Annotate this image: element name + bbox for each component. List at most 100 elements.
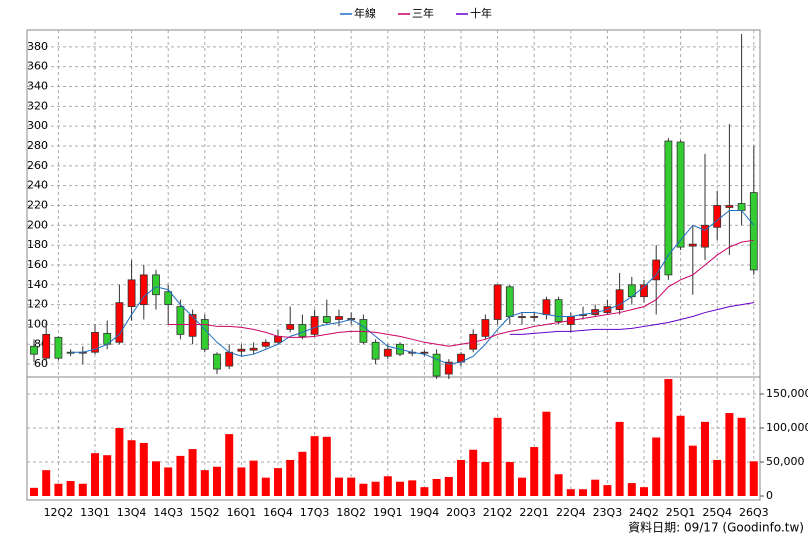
volume-bar [664, 379, 673, 496]
candle-body [127, 279, 136, 308]
candle-body [432, 353, 441, 377]
x-tick-label: 13Q1 [80, 506, 110, 519]
volume-bar [688, 445, 697, 496]
candle-body [322, 316, 331, 323]
y-tick-label: 200 [27, 218, 48, 231]
volume-bar [493, 417, 502, 496]
candle-body [200, 319, 209, 350]
legend-label: 三年 [412, 6, 434, 20]
volume-bar [152, 461, 160, 496]
y-tick-label: 280 [27, 139, 48, 152]
y-tick-label: 240 [27, 179, 48, 192]
candle-body [383, 348, 392, 357]
volume-bar [518, 477, 526, 496]
volume-bar [139, 442, 148, 496]
volume-bar [66, 481, 75, 496]
x-tick-label: 21Q2 [483, 506, 513, 519]
volume-bar [42, 470, 51, 496]
candle-body [249, 347, 258, 351]
volume-bar [274, 468, 282, 496]
candle-body [54, 336, 63, 359]
candle-body [530, 316, 539, 318]
volume-bar [286, 459, 295, 496]
volume-bar [408, 480, 417, 496]
volume-bar [237, 467, 246, 496]
candle-body [30, 345, 38, 355]
volume-bar [469, 449, 478, 496]
volume-bar [591, 479, 600, 496]
volume-bar [359, 483, 368, 496]
volume-bar [505, 462, 514, 496]
volume-bar [310, 436, 319, 496]
volume-bar [200, 470, 209, 496]
y-tick-label: 260 [27, 159, 48, 172]
candle-body [371, 341, 380, 360]
volume-bar [176, 455, 185, 496]
candle-body [444, 361, 453, 375]
candle-body [286, 324, 295, 330]
volume-bar [737, 417, 746, 496]
candle-body [42, 333, 51, 359]
volume-bar [322, 436, 331, 496]
y-tick-label: 140 [27, 278, 48, 291]
x-tick-label: 19Q4 [410, 506, 440, 519]
candle-body [725, 205, 734, 208]
candle-body [176, 306, 185, 335]
candle-body [152, 274, 160, 296]
x-tick-label: 24Q2 [629, 506, 659, 519]
y-tick-label: 160 [27, 258, 48, 271]
y-tick-label: 320 [27, 99, 48, 112]
candle-body [701, 224, 709, 248]
y-tick-label: 220 [27, 198, 48, 211]
x-tick-label: 16Q1 [227, 506, 257, 519]
y-tick-label: 340 [27, 80, 48, 93]
x-tick-label: 16Q4 [263, 506, 293, 519]
x-tick-label: 20Q3 [446, 506, 476, 519]
volume-bar [396, 481, 404, 496]
candle-body [737, 203, 746, 211]
volume-bar [701, 421, 709, 496]
candle-body [481, 319, 490, 337]
y2-tick-label: 150,000 [766, 387, 808, 400]
candle-body [554, 299, 563, 322]
volume-bar [579, 489, 587, 496]
candle-body [688, 243, 697, 247]
candle-body [139, 274, 148, 306]
y2-tick-label: 100,000 [766, 421, 808, 434]
volume-bar [347, 477, 356, 496]
ma-line [509, 302, 754, 335]
volume-bar [30, 487, 38, 496]
volume-bar [554, 474, 563, 496]
volume-bar [420, 487, 429, 496]
candle-body [237, 348, 246, 352]
x-tick-label: 22Q4 [556, 506, 586, 519]
volume-bar [542, 411, 551, 496]
legend-label: 年線 [354, 6, 376, 20]
candle-body [420, 351, 429, 354]
ma-line [70, 209, 755, 365]
volume-bar [115, 428, 124, 496]
y-tick-label: 100 [27, 317, 48, 330]
volume-bar [213, 466, 221, 496]
y-tick-label: 380 [27, 40, 48, 53]
candle-body [749, 192, 758, 271]
x-tick-label: 22Q1 [519, 506, 549, 519]
volume-bar [566, 489, 575, 496]
volume-bar [335, 477, 343, 496]
y2-tick-label: 0 [766, 489, 773, 502]
candle-body [261, 341, 270, 347]
volume-bar [225, 434, 234, 496]
volume-bar [188, 449, 197, 496]
volume-bar [725, 413, 734, 496]
source-note: 資料日期: 09/17 (Goodinfo.tw) [628, 521, 804, 535]
x-tick-label: 25Q1 [666, 506, 696, 519]
x-tick-label: 26Q3 [739, 506, 769, 519]
x-tick-label: 19Q1 [373, 506, 403, 519]
candle-body [225, 351, 234, 367]
x-tick-label: 18Q2 [336, 506, 366, 519]
x-tick-label: 14Q3 [153, 506, 183, 519]
candle-body [676, 141, 685, 248]
volume-bar [164, 467, 173, 496]
volume-bar [615, 421, 624, 496]
x-tick-label: 12Q2 [44, 506, 74, 519]
